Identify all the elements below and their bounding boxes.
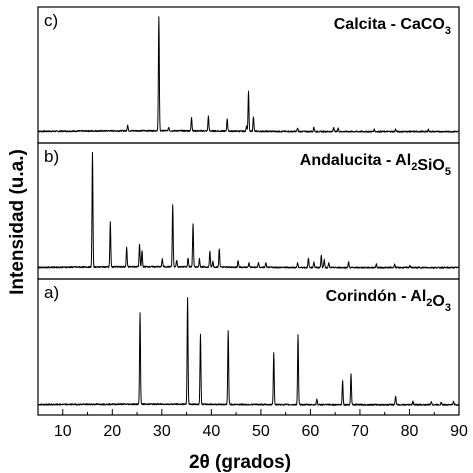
peak-point <box>273 351 275 353</box>
x-tick-label: 50 <box>252 423 270 440</box>
peak-point <box>265 262 267 264</box>
peak-point <box>337 127 339 129</box>
peak-point <box>218 249 220 251</box>
peak-point <box>187 258 189 260</box>
panel-title-text: SiO <box>417 157 445 174</box>
panel-title-text: O <box>432 293 444 310</box>
diffraction-trace <box>37 297 460 406</box>
peak-point <box>139 313 141 315</box>
peak-point <box>333 126 335 128</box>
peak-point <box>246 125 248 127</box>
x-tick-label: 20 <box>103 423 121 440</box>
peak-point <box>323 259 325 261</box>
peak-point <box>237 260 239 262</box>
peak-point <box>348 261 350 263</box>
panel-title: Calcita - CaCO3 <box>334 16 451 37</box>
peak-point <box>258 262 260 264</box>
peak-point <box>176 260 178 262</box>
peak-point <box>412 401 414 403</box>
peak-point <box>139 244 141 246</box>
peak-point <box>187 298 189 300</box>
panel-title-subscript: 3 <box>445 25 451 37</box>
peak-point <box>253 116 255 118</box>
peak-point <box>200 333 202 335</box>
peak-point <box>409 265 411 267</box>
peak-point <box>375 263 377 265</box>
x-tick-label: 70 <box>351 423 369 440</box>
x-axis: 10 20 30 40 50 60 70 80 90 <box>37 409 468 440</box>
peak-point <box>313 126 315 128</box>
peak-point <box>172 205 174 207</box>
panel-b: b) Andalucita - Al2SiO5 <box>37 142 460 280</box>
peak-point <box>374 129 376 131</box>
panel-title-subscript: 2 <box>411 161 417 173</box>
peak-point <box>141 251 143 253</box>
peak-point <box>313 261 315 263</box>
x-tick-label: 30 <box>153 423 171 440</box>
panel-title-subscript: 3 <box>445 302 451 314</box>
panel-letter: b) <box>44 147 59 166</box>
peak-point <box>342 380 344 382</box>
peak-point <box>208 116 210 118</box>
x-axis-title: 2θ (grados) <box>189 452 291 473</box>
x-tick-label: 80 <box>401 423 419 440</box>
peak-point <box>212 261 214 263</box>
peak-point <box>162 259 164 261</box>
panel-title-text: Calcita - CaCO <box>334 16 445 33</box>
panel-title-text: Corindón - Al <box>326 288 427 305</box>
panel-title-subscript: 5 <box>445 166 451 178</box>
peak-point <box>127 125 129 127</box>
peak-point <box>427 129 429 131</box>
peak-point <box>440 402 442 404</box>
panel-title: Andalucita - Al2SiO5 <box>300 152 451 178</box>
x-tick-label: 40 <box>202 423 220 440</box>
diffraction-trace <box>37 16 460 133</box>
peak-point <box>191 117 193 119</box>
panel-a: a) Corindón - Al2O3 <box>37 278 460 416</box>
peak-point <box>192 223 194 225</box>
panel-title-subscript: 2 <box>426 297 432 309</box>
x-tick-label: 10 <box>54 423 72 440</box>
panel-title: Corindón - Al2O3 <box>326 288 451 314</box>
panel-title-text: Andalucita - Al <box>300 152 411 169</box>
peak-point <box>328 262 330 264</box>
panel-letter: c) <box>44 11 58 30</box>
x-tick-label: 60 <box>302 423 320 440</box>
peak-point <box>158 17 160 19</box>
diffraction-trace <box>37 151 460 269</box>
x-tick-label: 90 <box>450 423 468 440</box>
peak-point <box>199 259 201 261</box>
peak-point <box>453 401 455 403</box>
peak-point <box>316 398 318 400</box>
peak-point <box>321 254 323 256</box>
peak-point <box>297 262 299 264</box>
peak-point <box>350 373 352 375</box>
panel-frame <box>37 278 460 416</box>
peak-point <box>394 263 396 265</box>
peak-point <box>308 258 310 260</box>
y-axis-title: Intensidad (u.a.) <box>7 149 28 295</box>
panel-letter: a) <box>44 283 59 302</box>
peak-point <box>110 222 112 224</box>
peak-point <box>226 118 228 120</box>
peak-point <box>227 330 229 332</box>
peak-point <box>297 334 299 336</box>
peak-point <box>209 251 211 253</box>
peak-point <box>92 153 94 155</box>
peak-point <box>168 127 170 129</box>
peak-point <box>248 262 250 264</box>
peak-point <box>248 91 250 93</box>
panel-c: c) Calcita - CaCO3 <box>37 6 460 144</box>
peak-point <box>126 247 128 249</box>
peak-point <box>395 395 397 397</box>
peak-point <box>430 401 432 403</box>
peak-point <box>395 129 397 131</box>
peak-point <box>297 127 299 129</box>
